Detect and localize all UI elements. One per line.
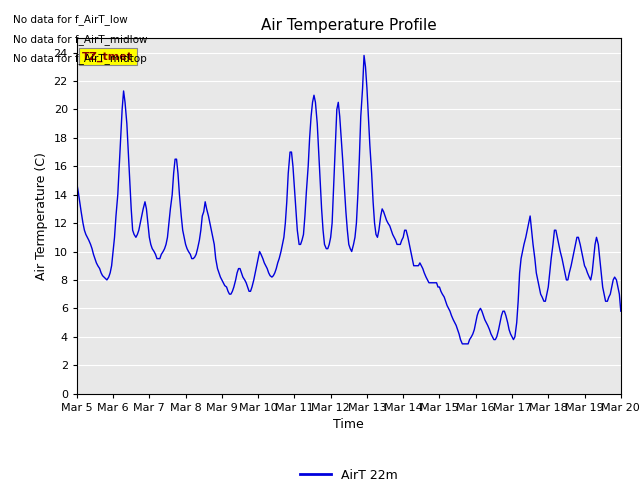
- X-axis label: Time: Time: [333, 418, 364, 431]
- Y-axis label: Air Termperature (C): Air Termperature (C): [35, 152, 48, 280]
- Text: TZ_tmet: TZ_tmet: [83, 52, 133, 62]
- Legend: AirT 22m: AirT 22m: [295, 464, 403, 480]
- Text: No data for f_AirT_low: No data for f_AirT_low: [13, 14, 127, 25]
- Text: No data for f_AirT_midlow: No data for f_AirT_midlow: [13, 34, 147, 45]
- Text: No data for f_AirT_midtop: No data for f_AirT_midtop: [13, 53, 147, 64]
- Title: Air Temperature Profile: Air Temperature Profile: [261, 18, 436, 33]
